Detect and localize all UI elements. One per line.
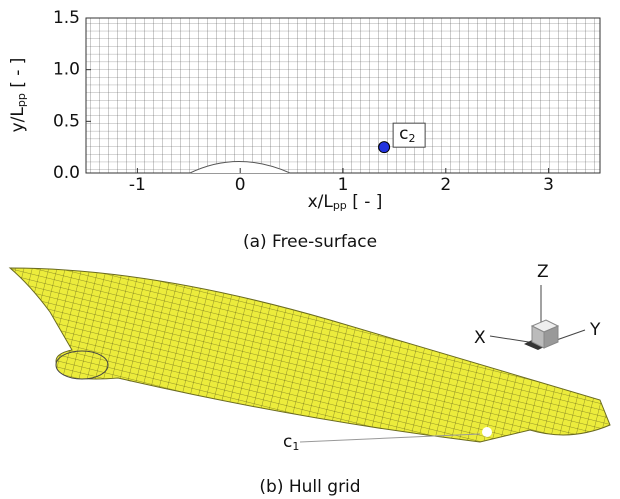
label-part: [ - ] xyxy=(347,192,383,212)
y-axis-label: y/Lpp [ - ] xyxy=(8,58,28,133)
caption-a: (a) Free-surface xyxy=(243,232,377,252)
triad-x: X xyxy=(474,328,486,348)
point-label: c1 xyxy=(283,432,299,453)
point xyxy=(378,141,391,154)
y-tick-label: 0.5 xyxy=(53,111,80,131)
x-tick-label: 1 xyxy=(338,175,349,195)
triad-z: Z xyxy=(537,262,549,282)
x-axis-label: x/Lpp [ - ] xyxy=(308,192,383,212)
hull-surface xyxy=(8,267,611,443)
x-tick-label: -1 xyxy=(129,175,146,195)
annotation: c2 xyxy=(399,124,415,145)
axis-triad: Z X Y xyxy=(474,262,601,350)
label-part: y/L xyxy=(8,107,28,133)
free-surface-grid xyxy=(85,17,601,174)
label-sub: 2 xyxy=(408,132,415,145)
caption-b: (b) Hull grid xyxy=(259,477,360,497)
leader-line xyxy=(299,433,481,443)
annotation-box xyxy=(392,122,426,148)
y-tick-label: 1.5 xyxy=(53,8,80,28)
y-tick-label: 1.0 xyxy=(53,60,80,80)
bulb xyxy=(55,350,109,380)
label-sub: pp xyxy=(15,93,28,107)
panel-b: c1 Z X Y (b) Hull grid xyxy=(8,262,611,497)
hull-waterline xyxy=(189,161,291,174)
x-tick-label: 3 xyxy=(543,175,554,195)
label-sub: pp xyxy=(333,199,347,212)
label-part: [ - ] xyxy=(8,58,28,94)
label-main: c xyxy=(283,432,292,452)
x-tick-label: 2 xyxy=(440,175,451,195)
x-tick-label: 0 xyxy=(235,175,246,195)
y-tick-label: 0.0 xyxy=(53,163,80,183)
triad-y: Y xyxy=(589,320,601,340)
label-part: x/L xyxy=(308,192,334,212)
panel-a: x/Lpp [ - ] y/Lpp [ - ] (a) Free-surface… xyxy=(8,8,601,252)
probe-point xyxy=(482,427,492,437)
label-sub: 1 xyxy=(292,440,299,453)
label-main: c xyxy=(399,124,408,144)
